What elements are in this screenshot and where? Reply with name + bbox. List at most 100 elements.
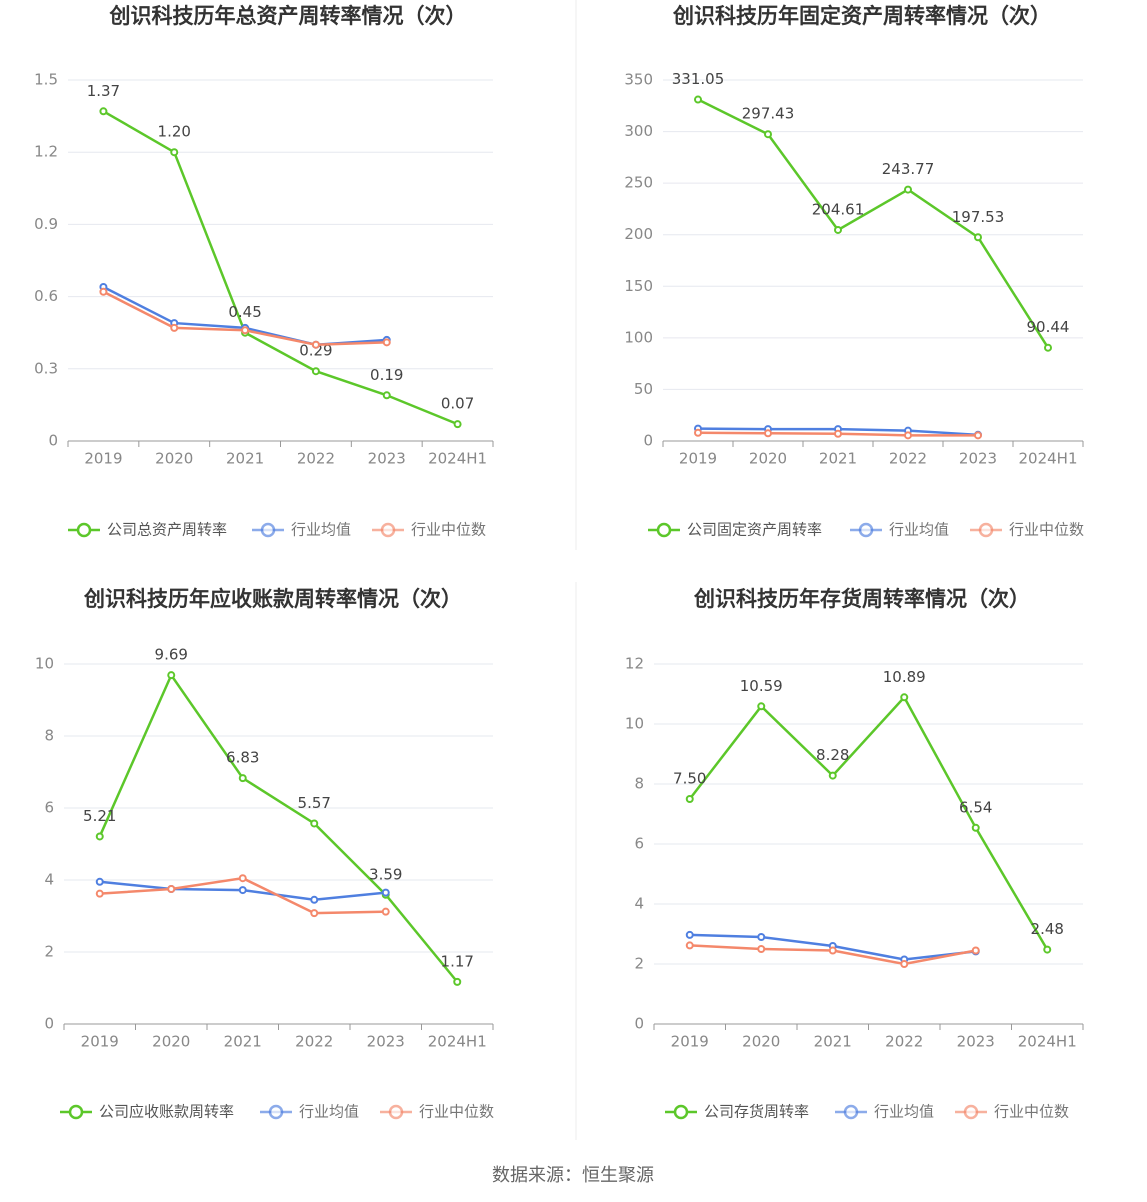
data-label: 0.19 (370, 366, 403, 384)
data-label: 0.29 (299, 342, 332, 360)
y-tick-label: 0.6 (34, 287, 58, 305)
x-tick-label: 2019 (671, 1033, 709, 1051)
point (167, 671, 176, 680)
data-label: 5.21 (83, 807, 116, 825)
point (828, 946, 837, 955)
legend-label: 公司存货周转率 (704, 1103, 809, 1121)
y-tick-label: 6 (44, 799, 54, 817)
legend-marker (978, 522, 994, 538)
y-tick-label: 150 (624, 277, 653, 295)
legend-label: 行业中位数 (1009, 521, 1084, 539)
point (453, 977, 462, 986)
data-label: 2.48 (1031, 920, 1064, 938)
x-tick-label: 2021 (224, 1033, 262, 1051)
series-line (688, 695, 1049, 951)
point (382, 338, 391, 347)
point (241, 326, 250, 335)
point (685, 795, 694, 803)
point (95, 889, 104, 898)
data-label: 5.57 (298, 794, 331, 812)
point (757, 945, 766, 953)
legend-label: 公司固定资产周转率 (687, 521, 822, 539)
y-tick-label: 1.2 (34, 143, 58, 161)
point (757, 702, 766, 711)
legend-marker (963, 1104, 979, 1120)
data-label: 90.44 (1027, 318, 1070, 336)
data-label: 243.77 (882, 160, 935, 178)
y-tick-label: 12 (625, 655, 644, 673)
point (834, 225, 842, 234)
legend-marker (673, 1104, 689, 1120)
y-tick-label: 100 (624, 328, 653, 346)
point (311, 367, 320, 376)
chart-title: 创识科技历年总资产周转率情况（次） (109, 4, 467, 28)
legend-label: 行业中位数 (411, 521, 486, 539)
series-line (102, 110, 459, 426)
point (99, 107, 108, 116)
data-label: 6.83 (226, 749, 259, 767)
point (453, 420, 462, 429)
x-tick-label: 2024H1 (1019, 450, 1078, 468)
y-tick-label: 8 (634, 775, 644, 793)
point (95, 832, 104, 841)
data-label: 10.59 (740, 677, 783, 695)
x-tick-label: 2019 (81, 1033, 119, 1051)
series-line (99, 876, 386, 915)
legend-label: 行业中位数 (419, 1103, 494, 1121)
source: 数据来源：恒生聚源 (492, 1165, 654, 1186)
y-tick-label: 8 (44, 727, 54, 745)
point (99, 287, 108, 296)
x-tick-label: 2023 (957, 1033, 995, 1051)
x-tick-label: 2024H1 (428, 1033, 487, 1051)
y-tick-label: 300 (624, 122, 653, 140)
chart-title: 创识科技历年存货周转率情况（次） (693, 587, 1030, 611)
point (170, 323, 179, 332)
legend-label: 公司总资产周转率 (107, 521, 227, 539)
legend-label: 行业均值 (291, 521, 351, 539)
point (381, 888, 390, 897)
point (382, 391, 391, 400)
data-label: 197.53 (952, 208, 1005, 226)
y-tick-label: 2 (634, 955, 644, 973)
legend-label: 公司应收账款周转率 (99, 1103, 234, 1121)
x-tick-label: 2024H1 (1018, 1033, 1077, 1051)
data-label: 3.59 (369, 865, 402, 883)
chart-title: 创识科技历年固定资产周转率情况（次） (672, 4, 1051, 28)
point (974, 233, 982, 242)
data-label: 8.28 (816, 746, 849, 764)
point (310, 819, 319, 828)
series-line (697, 98, 1050, 349)
point (904, 185, 912, 194)
y-tick-label: 4 (634, 895, 644, 913)
point (311, 340, 320, 349)
point (170, 148, 179, 157)
point (685, 941, 694, 950)
x-tick-label: 2023 (368, 450, 406, 468)
y-tick-label: 10 (35, 655, 54, 673)
point (381, 907, 390, 916)
series-line (98, 672, 459, 983)
x-tick-label: 2021 (226, 450, 264, 468)
x-tick-label: 2022 (885, 1033, 923, 1051)
point (971, 946, 980, 955)
legend-label: 行业中位数 (994, 1103, 1069, 1121)
point (764, 130, 772, 139)
point (238, 874, 247, 883)
legend-label: 行业均值 (874, 1103, 934, 1121)
x-tick-label: 2019 (679, 450, 717, 468)
point (828, 771, 837, 780)
point (1043, 945, 1052, 954)
legend-marker (268, 1104, 284, 1120)
data-label: 297.43 (742, 105, 795, 123)
x-tick-label: 2023 (367, 1033, 405, 1051)
x-tick-label: 2021 (814, 1033, 852, 1051)
y-tick-label: 50 (634, 380, 653, 398)
point (238, 886, 247, 895)
y-tick-label: 10 (625, 715, 644, 733)
x-tick-label: 2020 (749, 450, 787, 468)
point (310, 895, 319, 904)
y-tick-label: 0.9 (34, 215, 58, 233)
data-label: 1.37 (87, 82, 120, 100)
x-tick-label: 2022 (889, 450, 927, 468)
